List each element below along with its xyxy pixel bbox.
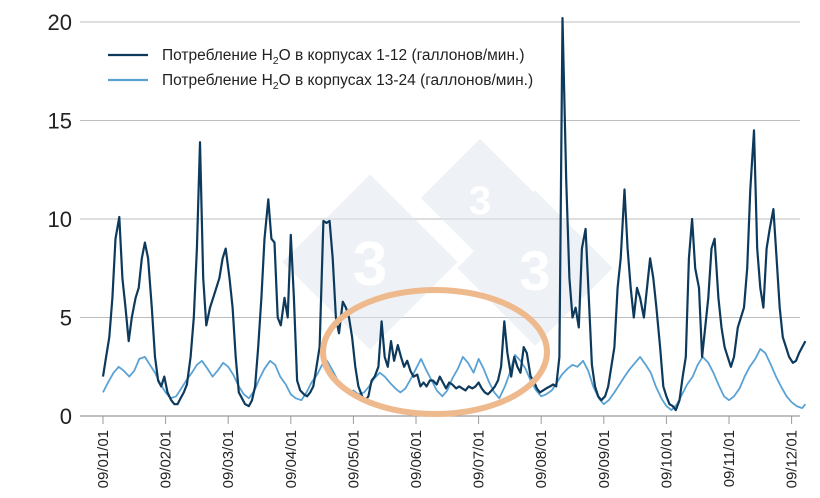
y-tick-label-15: 15 — [48, 109, 72, 134]
series-line-2 — [102, 348, 807, 411]
x-tick-label: 09/02/01 — [158, 430, 175, 488]
y-tick-label-0: 0 — [60, 404, 72, 429]
highlight-ellipse — [320, 287, 550, 417]
x-tick-label: 09/10/01 — [658, 430, 675, 488]
watermark-logo: 3 3 3 — [282, 138, 613, 350]
x-tick-label: 09/11/01 — [721, 430, 738, 487]
x-tick-label: 09/01/01 — [95, 430, 112, 488]
series-line-1 — [101, 17, 807, 412]
x-tick-label: 09/07/01 — [471, 430, 488, 488]
x-tick-label: 09/09/01 — [596, 430, 613, 488]
svg-text:3: 3 — [469, 179, 491, 223]
y-tick-label-20: 20 — [48, 10, 72, 35]
y-axis-tick-labels: 0 5 10 15 20 — [48, 10, 72, 429]
x-tick-label: 09/08/01 — [533, 430, 550, 488]
x-tick-label: 09/05/01 — [345, 430, 362, 488]
legend-label-series-2: Потребление H2O в корпусах 13-24 (галлон… — [162, 72, 533, 92]
x-tick-label: 09/04/01 — [283, 430, 300, 488]
y-tick-label-5: 5 — [60, 306, 72, 331]
legend: Потребление H2O в корпусах 1-12 (галлоно… — [108, 47, 533, 92]
x-tick-label: 09/12/01 — [784, 430, 801, 488]
x-tick-label: 09/03/01 — [220, 430, 237, 488]
legend-label-series-1: Потребление H2O в корпусах 1-12 (галлоно… — [162, 47, 525, 67]
svg-text:3: 3 — [519, 239, 550, 302]
x-axis-ticks: 09/01/01 09/02/01 09/03/01 09/04/01 09/05/01… — [95, 416, 801, 488]
x-tick-label: 09/06/01 — [408, 430, 425, 488]
svg-text:3: 3 — [353, 230, 387, 299]
series-lines — [101, 17, 807, 412]
y-tick-label-10: 10 — [48, 207, 72, 232]
